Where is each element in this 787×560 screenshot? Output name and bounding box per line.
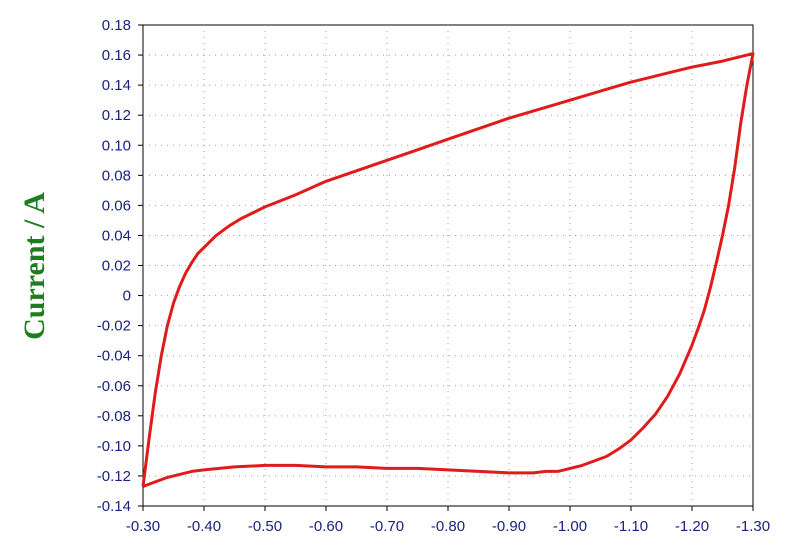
y-tick-label: 0.06 [102,197,131,214]
y-tick-label: -0.06 [97,378,131,395]
y-tick-label: 0.10 [102,137,131,154]
y-tick-label: -0.04 [97,348,131,365]
y-tick-label: 0.08 [102,167,131,184]
x-tick-label: -0.70 [370,518,404,535]
x-tick-labels: -0.30 -0.40 -0.50 -0.60 -0.70 -0.80 -0.90 -1.00… [126,518,770,535]
y-tick-label: 0.04 [102,227,131,244]
y-tick-label: 0.12 [102,107,131,124]
x-tick-label: -1.10 [614,518,648,535]
x-tick-label: -0.40 [187,518,221,535]
y-tick-label: -0.02 [97,318,131,335]
y-tick-label: 0.02 [102,258,131,275]
x-tick-label: -0.80 [431,518,465,535]
y-tick-label: 0.14 [102,77,131,94]
y-tick-label: -0.10 [97,438,131,455]
y-tick-label: 0.16 [102,47,131,64]
y-tick-label: -0.14 [97,498,131,515]
y-tick-label: 0 [123,288,131,305]
x-tick-label: -1.30 [736,518,770,535]
ticks [138,24,754,511]
x-tick-label: -0.60 [309,518,343,535]
y-tick-labels: 0.18 0.16 0.14 0.12 0.10 0.08 0.06 0.04 0.02 0 -0.… [97,17,131,515]
y-axis-label: Current / A [18,192,51,340]
x-tick-label: -0.50 [248,518,282,535]
series-line [141,52,755,488]
x-tick-label: -0.30 [126,518,160,535]
x-tick-label: -1.20 [675,518,709,535]
y-tick-label: 0.18 [102,17,131,34]
y-tick-label: -0.12 [97,468,131,485]
y-tick-label: -0.08 [97,408,131,425]
x-tick-label: -0.90 [492,518,526,535]
grid [143,25,753,506]
x-tick-label: -1.00 [553,518,587,535]
